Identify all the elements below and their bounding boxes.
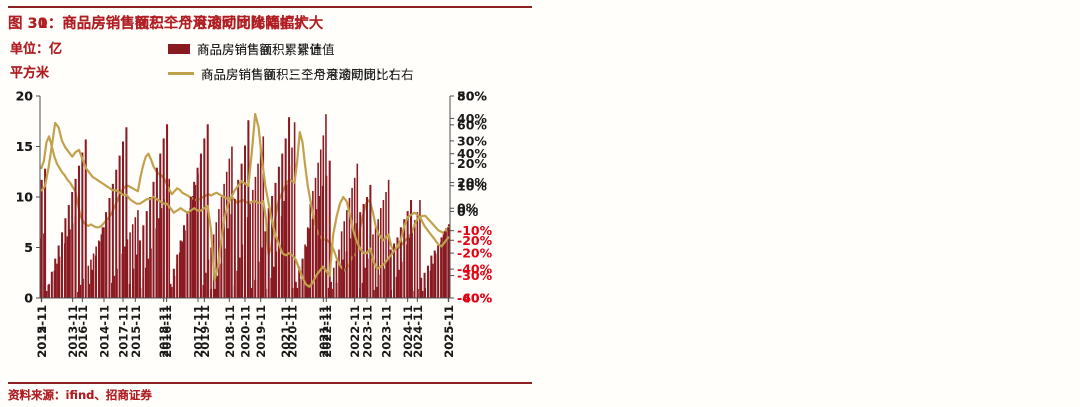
svg-text:2024-11: 2024-11 — [411, 305, 425, 358]
bar-series-swatch — [168, 43, 190, 54]
svg-text:2020-11: 2020-11 — [286, 305, 300, 358]
svg-text:2016-11: 2016-11 — [76, 305, 90, 358]
svg-text:2023-11: 2023-11 — [361, 305, 375, 358]
sales-area-chart: 2015105050%40%30%20%10%0%-10%-20%-30%-40… — [16, 89, 493, 358]
svg-text:2019-11: 2019-11 — [198, 305, 212, 358]
svg-text:10%: 10% — [457, 178, 487, 193]
svg-text:10: 10 — [16, 190, 34, 205]
legend-label: 商品房销售面积：累计值 — [197, 42, 335, 57]
legend-label: 商品房销售额：三个月滚动同比：右 — [201, 67, 402, 82]
unit-line-2: 平方米 — [10, 66, 50, 81]
unit-line-1: 单位：亿 — [10, 42, 63, 57]
svg-text:2025-11: 2025-11 — [442, 305, 456, 358]
svg-text:2022-11: 2022-11 — [320, 305, 334, 358]
svg-text:-20%: -20% — [457, 233, 493, 248]
svg-text:2015-11: 2015-11 — [35, 305, 49, 358]
figure-30-title: 图 30：商品房销售额三个月滚动同比降幅扩大 — [8, 16, 309, 32]
svg-text:2015-11: 2015-11 — [129, 305, 143, 358]
svg-text:40%: 40% — [457, 111, 487, 126]
figure-31-panel: 图 31：商品房销售面积三个月滚动同比降幅扩大 单位：亿 平方米 商品房销售面积… — [8, 6, 532, 402]
figure-31-title: 图 31：商品房销售面积三个月滚动同比降幅扩大 — [8, 16, 324, 32]
unit-label: 单位：亿 平方米 — [10, 38, 62, 86]
svg-text:2017-11: 2017-11 — [117, 305, 131, 358]
svg-text:2016-11: 2016-11 — [160, 305, 174, 358]
svg-text:2021-11: 2021-11 — [317, 305, 331, 358]
unit-line-2: 平方米 — [10, 66, 50, 81]
svg-text:2020-11: 2020-11 — [239, 305, 253, 358]
svg-text:-60%: -60% — [457, 291, 493, 306]
svg-text:2023-11: 2023-11 — [380, 305, 394, 358]
svg-text:2014-11: 2014-11 — [98, 305, 112, 358]
svg-text:2017-11: 2017-11 — [192, 305, 206, 358]
svg-text:-20%: -20% — [457, 246, 493, 261]
unit-line-1: 单位：亿 — [10, 42, 63, 57]
svg-text:-30%: -30% — [457, 268, 493, 283]
svg-text:2025-11: 2025-11 — [442, 305, 456, 358]
line-series-swatch — [168, 72, 194, 75]
svg-text:20%: 20% — [457, 175, 487, 190]
svg-text:2018-11: 2018-11 — [223, 305, 237, 358]
svg-text:2022-11: 2022-11 — [348, 305, 362, 358]
svg-text:80%: 80% — [457, 89, 487, 104]
source-note: 资料来源：ifind、招商证券 — [8, 388, 152, 402]
svg-text:20: 20 — [16, 89, 34, 104]
svg-text:0: 0 — [24, 291, 33, 306]
svg-text:15: 15 — [16, 139, 33, 154]
svg-text:2013-11: 2013-11 — [66, 305, 80, 358]
svg-text:60%: 60% — [457, 117, 487, 132]
bottom-divider — [8, 382, 532, 384]
svg-text:5: 5 — [24, 240, 33, 255]
svg-text:15: 15 — [16, 139, 33, 154]
svg-text:10: 10 — [16, 190, 34, 205]
svg-text:2024-11: 2024-11 — [401, 305, 415, 358]
legend-label: 商品房销售额：累计值 — [197, 42, 323, 57]
svg-text:2021-11: 2021-11 — [279, 305, 293, 358]
source-note: 资料来源：ifind、招商证券 — [8, 388, 152, 402]
top-divider — [8, 6, 532, 8]
svg-text:30%: 30% — [457, 133, 487, 148]
svg-text:50%: 50% — [457, 89, 487, 104]
legend: 商品房销售面积：累计值 商品房销售面积：三个月滚动同比：右 — [168, 36, 414, 86]
svg-text:-10%: -10% — [457, 223, 493, 238]
legend-item-rolling-yoy: 商品房销售面积：三个月滚动同比：右 — [168, 61, 414, 86]
svg-text:2012-11: 2012-11 — [35, 305, 49, 358]
svg-text:20%: 20% — [457, 156, 487, 171]
legend-label: 商品房销售面积：三个月滚动同比：右 — [201, 67, 414, 82]
svg-text:0%: 0% — [457, 204, 479, 219]
svg-text:20: 20 — [16, 89, 34, 104]
svg-text:-40%: -40% — [457, 291, 493, 306]
svg-text:40%: 40% — [457, 146, 487, 161]
svg-text:5: 5 — [24, 240, 33, 255]
svg-text:-40%: -40% — [457, 262, 493, 277]
unit-label: 单位：亿 平方米 — [10, 38, 62, 86]
svg-text:2018-11: 2018-11 — [157, 305, 171, 358]
svg-text:0%: 0% — [457, 201, 479, 216]
legend-item-cumulative: 商品房销售面积：累计值 — [168, 36, 414, 61]
svg-text:2019-11: 2019-11 — [254, 305, 268, 358]
svg-text:0: 0 — [24, 291, 33, 306]
